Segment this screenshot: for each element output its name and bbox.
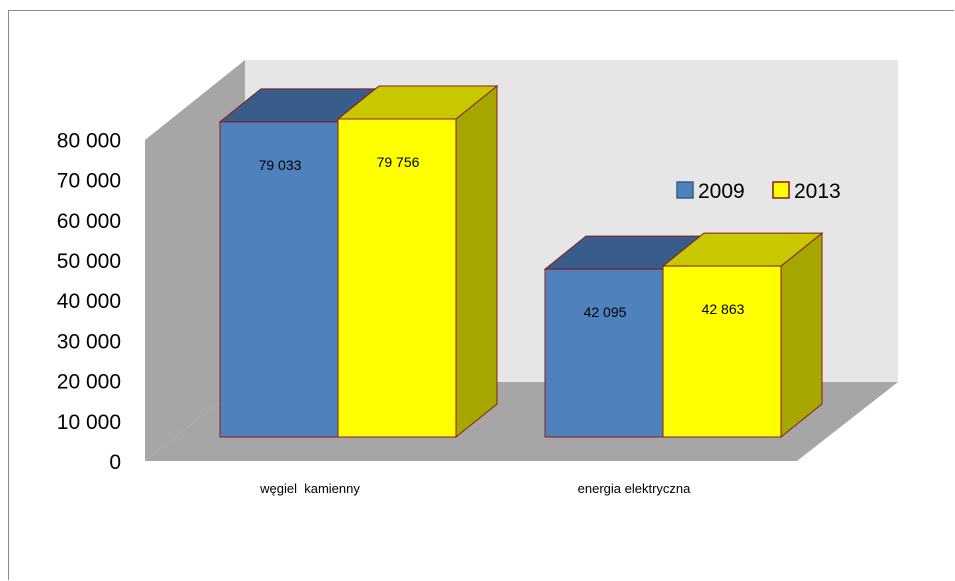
- y-tick-label: 50 000: [57, 250, 121, 273]
- y-tick-label: 0: [109, 451, 121, 474]
- y-tick-label: 60 000: [57, 210, 121, 233]
- legend-swatch-2013: [772, 181, 790, 199]
- bar-front: [337, 118, 457, 438]
- bar-front: [662, 265, 782, 438]
- legend-label-2013: 2013: [794, 180, 841, 203]
- y-tick-label: 10 000: [57, 411, 121, 434]
- category-label: węgiel kamienny: [259, 481, 360, 496]
- y-tick-label: 80 000: [57, 129, 121, 152]
- legend: 2009 2013: [676, 180, 841, 203]
- data-label: 79 756: [377, 154, 420, 170]
- bar-side: [455, 84, 498, 439]
- bar-side: [780, 232, 823, 439]
- chart-frame: [8, 10, 954, 580]
- y-tick-label: 70 000: [57, 170, 121, 193]
- category-labels: węgiel kamienny energia elektryczna: [259, 481, 691, 496]
- y-axis: 0 10 000 20 000 30 000 40 000 50 000 60 000 70 …: [57, 129, 121, 474]
- y-tick-label: 30 000: [57, 330, 121, 353]
- bar-front: [219, 121, 339, 438]
- data-label: 42 095: [584, 304, 627, 320]
- data-label: 79 033: [259, 157, 302, 173]
- category-label: energia elektryczna: [578, 481, 691, 496]
- y-tick-label: 40 000: [57, 290, 121, 313]
- bar-2013-1: 42 863: [661, 232, 824, 439]
- bars: 79 033 79 756 42 095 42 863: [218, 84, 824, 439]
- legend-label-2009: 2009: [698, 180, 745, 203]
- legend-swatch-2009: [676, 181, 694, 199]
- data-label: 42 863: [702, 301, 745, 317]
- bar-2013-0: 79 756: [336, 84, 499, 439]
- y-tick-label: 20 000: [57, 371, 121, 394]
- bar-front: [544, 268, 664, 438]
